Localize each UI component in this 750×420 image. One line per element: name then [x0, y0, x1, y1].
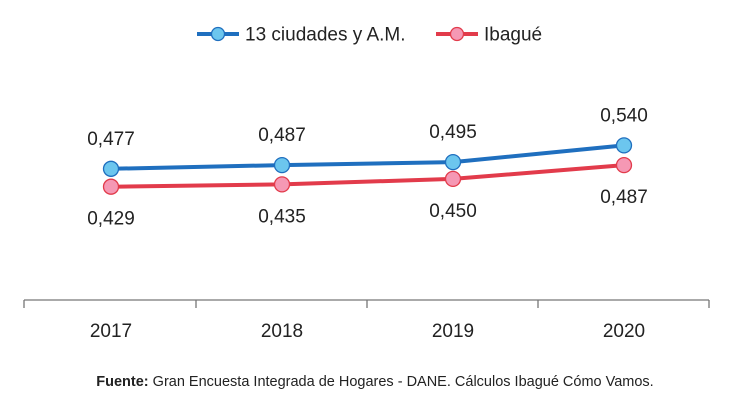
- source-text: Gran Encuesta Integrada de Hogares - DAN…: [148, 374, 654, 390]
- x-tick-label-2017: 2017: [90, 321, 132, 342]
- data-label-13-ciudades-y-a-m-2018: 0,487: [258, 125, 306, 146]
- data-labels: 0,477 0,487 0,495 0,540 0,429 0,435 0,450 0,487: [87, 105, 648, 229]
- source-note: Fuente: Gran Encuesta Integrada de Hogar…: [0, 374, 750, 390]
- x-tick-label-2020: 2020: [603, 321, 645, 342]
- series-13-ciudades-y-a-m: [102, 137, 633, 177]
- point-13-ciudades-y-a-m-2018: [273, 156, 291, 174]
- series-line-13-ciudades-y-a-m: [109, 143, 626, 171]
- legend-marker-ibague: [449, 26, 465, 42]
- data-label-ibague-2020: 0,487: [600, 187, 648, 208]
- x-tick-label-2019: 2019: [432, 321, 474, 342]
- data-label-13-ciudades-y-a-m-2019: 0,495: [429, 122, 477, 143]
- series-line-ibague: [109, 163, 626, 189]
- series-layer: [102, 137, 633, 195]
- x-axis: 2017 2018 2019 2020: [23, 299, 710, 342]
- x-tick-label-2018: 2018: [261, 321, 303, 342]
- point-13-ciudades-y-a-m-2020: [615, 137, 633, 154]
- data-label-13-ciudades-y-a-m-2017: 0,477: [87, 129, 135, 150]
- data-label-ibague-2017: 0,429: [87, 209, 135, 230]
- point-ibague-2017: [102, 178, 120, 195]
- source-label: Fuente:: [96, 374, 149, 390]
- data-label-ibague-2018: 0,435: [258, 206, 306, 227]
- chart-legend: 13 ciudades y A.M. Ibagué: [197, 25, 542, 46]
- legend-item-13-ciudades-y-a-m: 13 ciudades y A.M.: [197, 25, 406, 46]
- point-ibague-2018: [273, 176, 291, 193]
- legend-item-ibague: Ibagué: [436, 25, 542, 46]
- point-ibague-2019: [444, 170, 462, 188]
- legend-marker-13-ciudades-y-a-m: [210, 26, 226, 42]
- point-13-ciudades-y-a-m-2019: [444, 153, 462, 171]
- data-label-13-ciudades-y-a-m-2020: 0,540: [600, 105, 648, 126]
- point-13-ciudades-y-a-m-2017: [102, 160, 120, 177]
- legend-label-ibague: Ibagué: [484, 25, 542, 46]
- data-label-ibague-2019: 0,450: [429, 201, 477, 222]
- legend-label-13-ciudades-y-a-m: 13 ciudades y A.M.: [245, 25, 406, 46]
- series-ibague: [102, 156, 633, 195]
- point-ibague-2020: [615, 156, 633, 174]
